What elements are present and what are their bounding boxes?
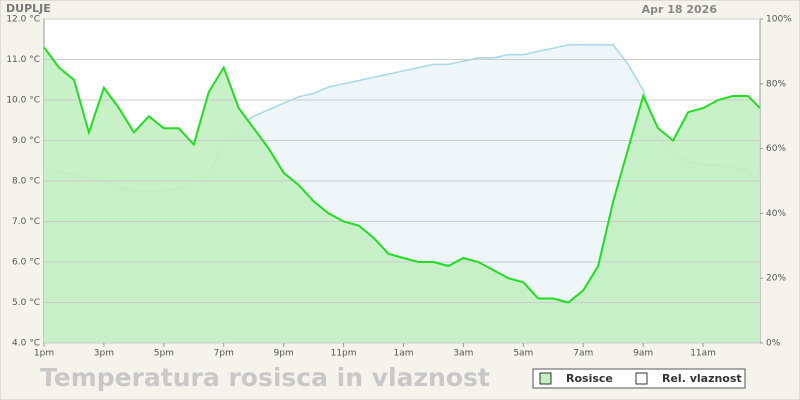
y-tick-label: 8.0 °C [12, 177, 40, 187]
x-tick-label: 7pm [214, 349, 234, 359]
x-tick-label: 7am [573, 349, 593, 359]
y-tick-label: 6.0 °C [12, 258, 40, 268]
x-tick-label: 3am [453, 349, 473, 359]
y2-tick-label: 20% [766, 274, 786, 284]
y-tick-label: 7.0 °C [12, 217, 40, 227]
y-tick-label: 12.0 °C [6, 15, 40, 25]
y2-tick-label: 60% [766, 144, 786, 154]
area [44, 47, 760, 344]
x-tick-label: 3pm [94, 349, 114, 359]
y2-tick-label: 40% [766, 209, 786, 219]
date: Apr 18 2026 [642, 3, 718, 16]
y2-tick-label: 80% [766, 79, 786, 89]
legend-label: Rel. vlaznost [662, 372, 742, 385]
y-tick-label: 4.0 °C [12, 339, 40, 349]
x-tick-label: 1pm [34, 349, 54, 359]
legend-swatch [635, 372, 648, 385]
legend-label: Rosisce [566, 372, 613, 385]
y-tick-label: 5.0 °C [12, 298, 40, 308]
x-tick-label: 1am [393, 349, 413, 359]
x-tick-label: 5pm [154, 349, 174, 359]
x-tick-label: 9am [633, 349, 653, 359]
y-tick-label: 10.0 °C [6, 96, 40, 106]
x-tick-label: 11am [690, 349, 716, 359]
x-tick-label: 9pm [274, 349, 294, 359]
station-name: DUPLJE [6, 2, 51, 15]
y-tick-label: 9.0 °C [12, 136, 40, 146]
line [43, 46, 761, 304]
legend-swatch [539, 372, 552, 385]
y-tick-label: 11.0 °C [6, 55, 40, 65]
chart-title: Temperatura rosisca in vlaznost [40, 363, 490, 392]
y2-tick-label: 100% [766, 15, 792, 25]
y2-tick-label: 0% [766, 339, 781, 349]
x-tick-label: 5am [513, 349, 533, 359]
x-tick-label: 11pm [331, 349, 357, 359]
